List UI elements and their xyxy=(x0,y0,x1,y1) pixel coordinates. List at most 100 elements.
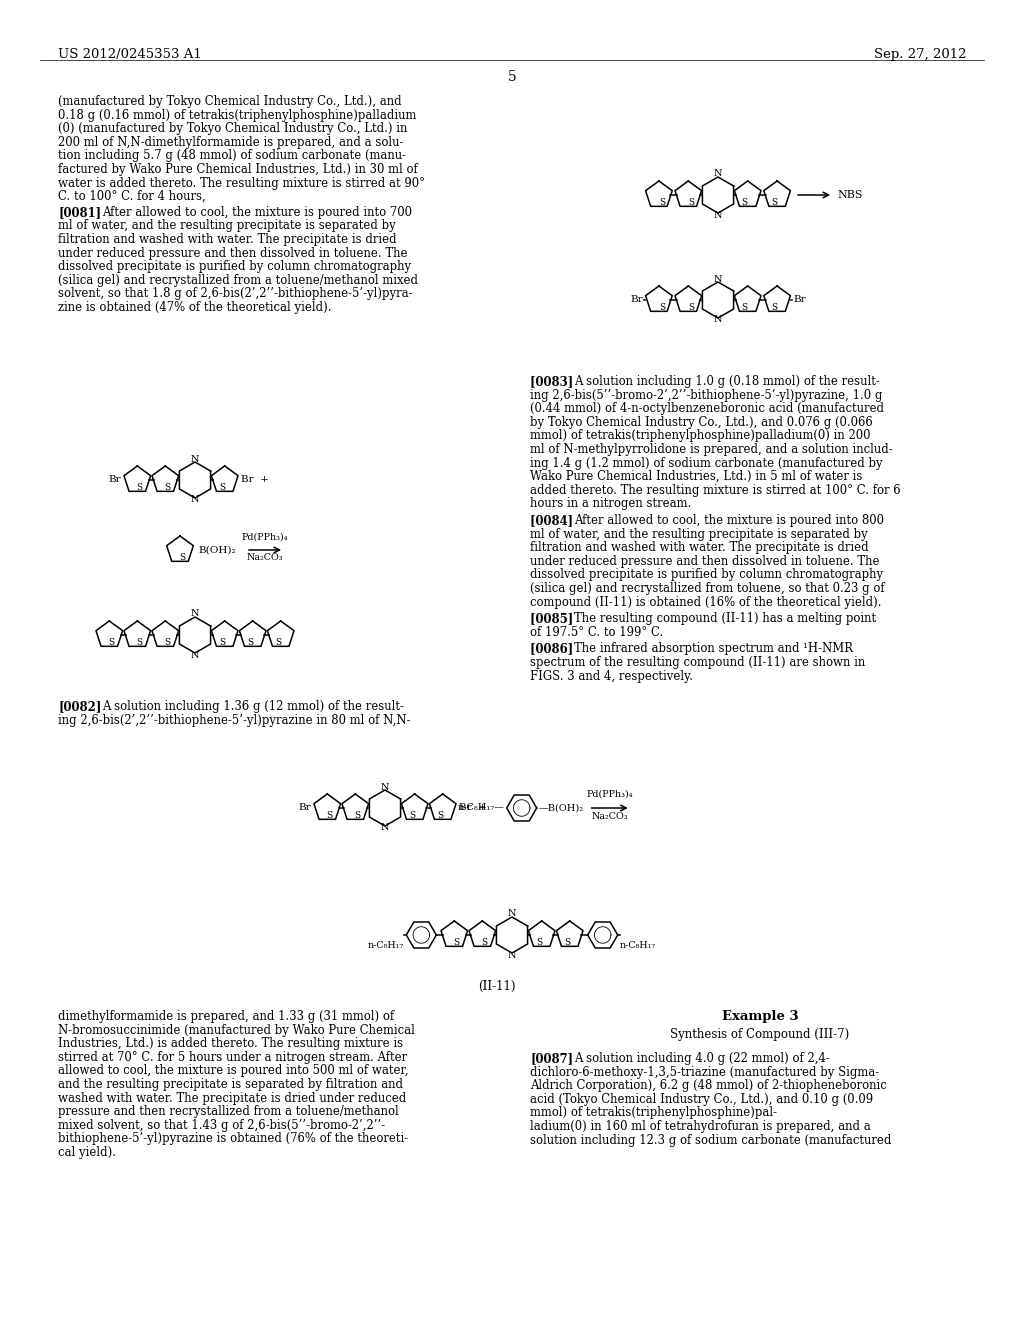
Text: Br: Br xyxy=(109,475,121,484)
Text: tion including 5.7 g (48 mmol) of sodium carbonate (manu-: tion including 5.7 g (48 mmol) of sodium… xyxy=(58,149,406,162)
Text: S: S xyxy=(481,939,487,948)
Text: Industries, Ltd.) is added thereto. The resulting mixture is: Industries, Ltd.) is added thereto. The … xyxy=(58,1038,403,1051)
Text: S: S xyxy=(136,483,142,492)
Text: N: N xyxy=(714,169,722,178)
Text: ing 1.4 g (1.2 mmol) of sodium carbonate (manufactured by: ing 1.4 g (1.2 mmol) of sodium carbonate… xyxy=(530,457,883,470)
Text: spectrum of the resulting compound (II-11) are shown in: spectrum of the resulting compound (II-1… xyxy=(530,656,865,669)
Text: S: S xyxy=(219,483,225,492)
Text: After allowed to cool, the mixture is poured into 800: After allowed to cool, the mixture is po… xyxy=(574,513,884,527)
Text: S: S xyxy=(741,304,748,313)
Text: Na₂CO₃: Na₂CO₃ xyxy=(592,812,628,821)
Text: (silica gel) and recrystallized from toluene, so that 0.23 g of: (silica gel) and recrystallized from tol… xyxy=(530,582,885,595)
Text: n-C₈H₁₇: n-C₈H₁₇ xyxy=(620,940,655,949)
Text: Br: Br xyxy=(631,296,643,305)
Text: S: S xyxy=(771,198,777,207)
Text: S: S xyxy=(109,638,115,647)
Text: ing 2,6-bis(5’’-bromo-2’,2’’-bithiophene-5’-yl)pyrazine, 1.0 g: ing 2,6-bis(5’’-bromo-2’,2’’-bithiophene… xyxy=(530,388,883,401)
Text: A solution including 1.36 g (12 mmol) of the result-: A solution including 1.36 g (12 mmol) of… xyxy=(102,700,403,713)
Text: N: N xyxy=(714,315,722,325)
Text: dissolved precipitate is purified by column chromatography: dissolved precipitate is purified by col… xyxy=(530,569,883,581)
Text: ladium(0) in 160 ml of tetrahydrofuran is prepared, and a: ladium(0) in 160 ml of tetrahydrofuran i… xyxy=(530,1119,870,1133)
Text: [0084]: [0084] xyxy=(530,513,578,527)
Text: ml of water, and the resulting precipitate is separated by: ml of water, and the resulting precipita… xyxy=(58,219,395,232)
Text: ing 2,6-bis(2’,2’’-bithiophene-5’-yl)pyrazine in 80 ml of N,N-: ing 2,6-bis(2’,2’’-bithiophene-5’-yl)pyr… xyxy=(58,714,411,726)
Text: Aldrich Corporation), 6.2 g (48 mmol) of 2-thiopheneboronic: Aldrich Corporation), 6.2 g (48 mmol) of… xyxy=(530,1080,887,1092)
Text: [0083]: [0083] xyxy=(530,375,578,388)
Text: dimethylformamide is prepared, and 1.33 g (31 mmol) of: dimethylformamide is prepared, and 1.33 … xyxy=(58,1010,394,1023)
Text: N: N xyxy=(190,495,200,504)
Text: mmol) of tetrakis(triphenylphosphine)pal-: mmol) of tetrakis(triphenylphosphine)pal… xyxy=(530,1106,777,1119)
Text: S: S xyxy=(688,304,694,313)
Text: ml of N-methylpyrrolidone is prepared, and a solution includ-: ml of N-methylpyrrolidone is prepared, a… xyxy=(530,444,893,455)
Text: Sep. 27, 2012: Sep. 27, 2012 xyxy=(873,48,966,61)
Text: N: N xyxy=(190,454,200,463)
Text: S: S xyxy=(354,812,360,820)
Text: 5: 5 xyxy=(508,70,516,84)
Text: Br: Br xyxy=(299,804,311,813)
Text: [0087]: [0087] xyxy=(530,1052,573,1065)
Text: Wako Pure Chemical Industries, Ltd.) in 5 ml of water is: Wako Pure Chemical Industries, Ltd.) in … xyxy=(530,470,862,483)
Text: ml of water, and the resulting precipitate is separated by: ml of water, and the resulting precipita… xyxy=(530,528,867,541)
Text: Synthesis of Compound (III-7): Synthesis of Compound (III-7) xyxy=(671,1028,850,1041)
Text: filtration and washed with water. The precipitate is dried: filtration and washed with water. The pr… xyxy=(58,234,396,246)
Text: n-C₈H₁₇: n-C₈H₁₇ xyxy=(369,940,404,949)
Text: [0081]: [0081] xyxy=(58,206,101,219)
Text: mmol) of tetrakis(triphenylphosphine)palladium(0) in 200: mmol) of tetrakis(triphenylphosphine)pal… xyxy=(530,429,870,442)
Text: and the resulting precipitate is separated by filtration and: and the resulting precipitate is separat… xyxy=(58,1078,403,1092)
Text: (manufactured by Tokyo Chemical Industry Co., Ltd.), and: (manufactured by Tokyo Chemical Industry… xyxy=(58,95,401,108)
Text: washed with water. The precipitate is dried under reduced: washed with water. The precipitate is dr… xyxy=(58,1092,407,1105)
Text: factured by Wako Pure Chemical Industries, Ltd.) in 30 ml of: factured by Wako Pure Chemical Industrie… xyxy=(58,162,418,176)
Text: S: S xyxy=(136,638,142,647)
Text: solution including 12.3 g of sodium carbonate (manufactured: solution including 12.3 g of sodium carb… xyxy=(530,1134,891,1147)
Text: S: S xyxy=(248,638,254,647)
Text: S: S xyxy=(771,304,777,313)
Text: The resulting compound (II-11) has a melting point: The resulting compound (II-11) has a mel… xyxy=(574,612,877,626)
Text: (silica gel) and recrystallized from a toluene/methanol mixed: (silica gel) and recrystallized from a t… xyxy=(58,273,418,286)
Text: by Tokyo Chemical Industry Co., Ltd.), and 0.076 g (0.066: by Tokyo Chemical Industry Co., Ltd.), a… xyxy=(530,416,872,429)
Text: C. to 100° C. for 4 hours,: C. to 100° C. for 4 hours, xyxy=(58,190,206,203)
Text: S: S xyxy=(658,198,665,207)
Text: under reduced pressure and then dissolved in toluene. The: under reduced pressure and then dissolve… xyxy=(530,554,880,568)
Text: compound (II-11) is obtained (16% of the theoretical yield).: compound (II-11) is obtained (16% of the… xyxy=(530,595,882,609)
Text: B(OH)₂: B(OH)₂ xyxy=(198,545,236,554)
Text: allowed to cool, the mixture is poured into 500 ml of water,: allowed to cool, the mixture is poured i… xyxy=(58,1064,409,1077)
Text: (0) (manufactured by Tokyo Chemical Industry Co., Ltd.) in: (0) (manufactured by Tokyo Chemical Indu… xyxy=(58,123,408,135)
Text: S: S xyxy=(327,812,333,820)
Text: S: S xyxy=(741,198,748,207)
Text: acid (Tokyo Chemical Industry Co., Ltd.), and 0.10 g (0.09: acid (Tokyo Chemical Industry Co., Ltd.)… xyxy=(530,1093,873,1106)
Text: US 2012/0245353 A1: US 2012/0245353 A1 xyxy=(58,48,202,61)
Text: Na₂CO₃: Na₂CO₃ xyxy=(247,553,284,562)
Text: [0082]: [0082] xyxy=(58,700,101,713)
Text: 200 ml of N,N-dimethylformamide is prepared, and a solu-: 200 ml of N,N-dimethylformamide is prepa… xyxy=(58,136,403,149)
Text: N: N xyxy=(190,610,200,619)
Text: N: N xyxy=(381,783,389,792)
Text: under reduced pressure and then dissolved in toluene. The: under reduced pressure and then dissolve… xyxy=(58,247,408,260)
Text: n-C₈H₁₇—: n-C₈H₁₇— xyxy=(458,804,505,813)
Text: of 197.5° C. to 199° C.: of 197.5° C. to 199° C. xyxy=(530,626,664,639)
Text: S: S xyxy=(454,939,460,948)
Text: Br  +: Br + xyxy=(459,804,486,813)
Text: Example 3: Example 3 xyxy=(722,1010,799,1023)
Text: [0086]: [0086] xyxy=(530,643,578,656)
Text: cal yield).: cal yield). xyxy=(58,1146,116,1159)
Text: Br  +: Br + xyxy=(241,475,268,484)
Text: pressure and then recrystallized from a toluene/methanol: pressure and then recrystallized from a … xyxy=(58,1105,398,1118)
Text: N: N xyxy=(190,651,200,660)
Text: S: S xyxy=(275,638,282,647)
Text: N-bromosuccinimide (manufactured by Wako Pure Chemical: N-bromosuccinimide (manufactured by Wako… xyxy=(58,1023,415,1036)
Text: S: S xyxy=(537,939,543,948)
Text: water is added thereto. The resulting mixture is stirred at 90°: water is added thereto. The resulting mi… xyxy=(58,177,425,190)
Text: bithiophene-5’-yl)pyrazine is obtained (76% of the theoreti-: bithiophene-5’-yl)pyrazine is obtained (… xyxy=(58,1133,409,1146)
Text: S: S xyxy=(179,553,185,562)
Text: dissolved precipitate is purified by column chromatography: dissolved precipitate is purified by col… xyxy=(58,260,411,273)
Text: Pd(PPh₃)₄: Pd(PPh₃)₄ xyxy=(242,533,288,543)
Text: added thereto. The resulting mixture is stirred at 100° C. for 6: added thereto. The resulting mixture is … xyxy=(530,484,901,496)
Text: [0085]: [0085] xyxy=(530,612,578,626)
Text: stirred at 70° C. for 5 hours under a nitrogen stream. After: stirred at 70° C. for 5 hours under a ni… xyxy=(58,1051,408,1064)
Text: (0.44 mmol) of 4-n-octylbenzeneboronic acid (manufactured: (0.44 mmol) of 4-n-octylbenzeneboronic a… xyxy=(530,403,884,416)
Text: S: S xyxy=(437,812,443,820)
Text: N: N xyxy=(381,824,389,833)
Text: NBS: NBS xyxy=(837,190,862,201)
Text: (II-11): (II-11) xyxy=(478,979,516,993)
Text: S: S xyxy=(564,939,570,948)
